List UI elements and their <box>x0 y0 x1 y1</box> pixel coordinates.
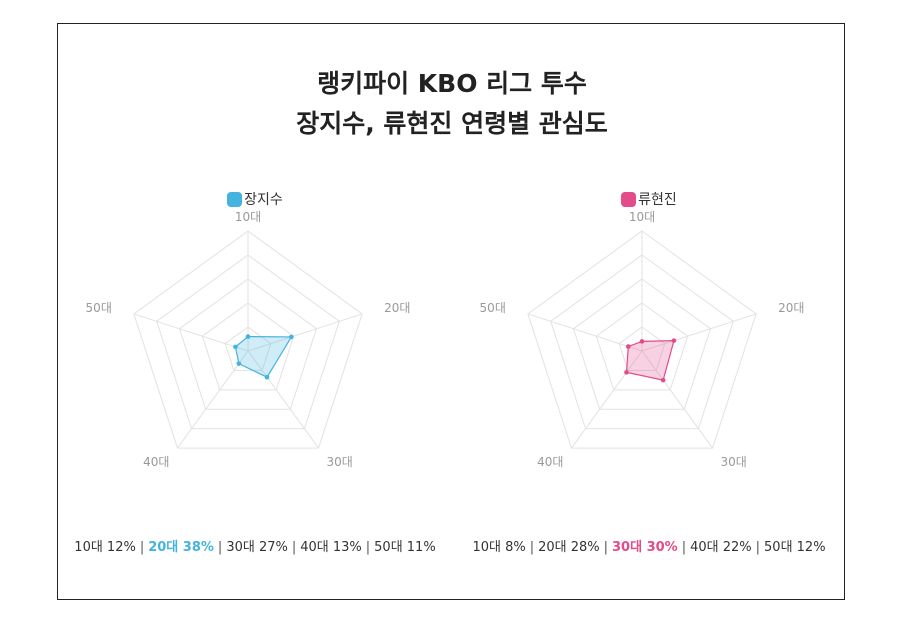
summary-separator: | <box>365 540 371 555</box>
data-point-30 <box>660 377 666 383</box>
data-point-20 <box>671 338 677 343</box>
grid-ring <box>133 230 363 449</box>
age-summary: 10대 8% | 20대 28% | 30대 30% | 40대 22% | 50대 12% <box>452 536 846 555</box>
summary-separator: | <box>291 540 297 555</box>
legend: 장지수 <box>58 189 452 209</box>
data-point-50 <box>233 344 238 350</box>
radar-chart-jangjisu: 장지수 10대 20대 30대 40대 50대 10대 12% | 20대 38% | 30대 … <box>58 24 452 601</box>
grid-ring <box>550 254 734 430</box>
grid-ring <box>527 230 757 449</box>
chart-title: 랭키파이 KBO 리그 투수 장지수, 류현진 연령별 관심도 <box>58 64 846 144</box>
radar-plot: 10대 20대 30대 40대 50대 <box>86 210 411 469</box>
grid-spoke <box>177 350 249 449</box>
summary-separator: | <box>681 540 687 555</box>
data-point-50 <box>626 344 631 349</box>
data-point-10 <box>245 334 251 339</box>
grid-spoke <box>247 313 363 352</box>
legend-swatch <box>227 192 243 207</box>
axis-label-50: 50대 <box>86 301 112 315</box>
summary-separator: | <box>217 540 223 555</box>
data-point-30 <box>264 374 270 380</box>
grid-ring <box>178 278 318 410</box>
legend-label: 장지수 <box>244 192 283 208</box>
grid-spoke <box>247 350 319 449</box>
grid-spoke <box>641 313 757 352</box>
axis-label-10: 10대 <box>235 210 261 224</box>
summary-item: 50대 12% <box>764 540 826 555</box>
summary-item: 50대 11% <box>374 540 436 555</box>
series-area <box>625 339 675 381</box>
summary-item: 30대 30% <box>612 540 678 555</box>
axis-label-20: 20대 <box>778 301 804 315</box>
summary-item: 30대 27% <box>226 540 288 555</box>
data-point-20 <box>289 334 294 340</box>
summary-separator: | <box>603 540 609 555</box>
axis-label-50: 50대 <box>480 301 506 315</box>
axis-label-30: 30대 <box>327 455 353 469</box>
axis-label-20: 20대 <box>384 301 410 315</box>
grid-ring <box>201 302 295 391</box>
radar-plot: 10대 20대 30대 40대 50대 <box>480 210 805 469</box>
legend-swatch <box>621 192 637 207</box>
radar-chart-ryuhyunjin: 류현진 10대 20대 30대 40대 50대 10대 8% | 20대 28% | 30대 3… <box>452 24 846 601</box>
grid-spoke <box>641 350 713 449</box>
grid-spoke <box>527 313 643 352</box>
data-point-40 <box>236 361 242 366</box>
axis-label-40: 40대 <box>143 455 169 469</box>
grid-ring <box>572 278 712 410</box>
axis-label-10: 10대 <box>629 210 655 224</box>
data-point-40 <box>624 370 629 375</box>
grid-ring <box>595 302 689 391</box>
summary-separator: | <box>139 540 145 555</box>
summary-item: 10대 12% <box>74 540 136 555</box>
summary-separator: | <box>755 540 761 555</box>
grid-ring <box>156 254 340 430</box>
data-point-10 <box>639 339 645 344</box>
axis-label-40: 40대 <box>537 455 563 469</box>
legend-label: 류현진 <box>638 192 677 208</box>
grid-spoke <box>133 313 249 352</box>
legend: 류현진 <box>452 189 846 209</box>
summary-item: 20대 28% <box>538 540 600 555</box>
series-area <box>234 335 293 378</box>
summary-item: 40대 13% <box>300 540 362 555</box>
summary-item: 40대 22% <box>690 540 752 555</box>
summary-separator: | <box>529 540 535 555</box>
title-line-1: 랭키파이 KBO 리그 투수 <box>317 69 587 98</box>
summary-item: 20대 38% <box>148 540 214 555</box>
axis-label-30: 30대 <box>721 455 747 469</box>
chart-frame: 랭키파이 KBO 리그 투수 장지수, 류현진 연령별 관심도 장지수 10대 2… <box>57 23 845 600</box>
grid-spoke <box>571 350 643 449</box>
grid-ring <box>224 326 272 371</box>
age-summary: 10대 12% | 20대 38% | 30대 27% | 40대 13% | 50대 11% <box>58 536 452 555</box>
summary-item: 10대 8% <box>472 540 526 555</box>
title-line-2: 장지수, 류현진 연령별 관심도 <box>296 109 608 138</box>
